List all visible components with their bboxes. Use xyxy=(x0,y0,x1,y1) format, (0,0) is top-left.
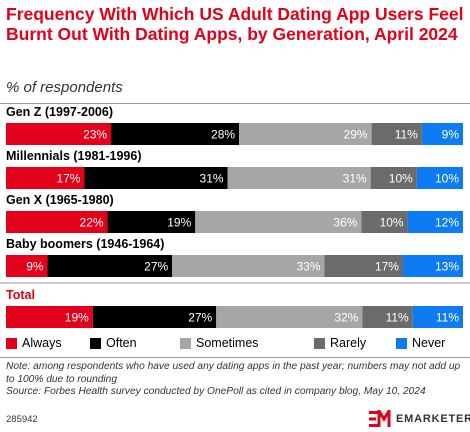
bar-sometimes-total xyxy=(216,306,363,328)
value-label-always-total: 19% xyxy=(65,311,89,325)
bar-rarely-total xyxy=(362,306,413,328)
value-label-never-baby-boomers-1946-1964: 13% xyxy=(435,260,459,274)
bar-often-baby-boomers-1946-1964 xyxy=(47,255,173,277)
category-label-gen-z-1997-2006: Gen Z (1997-2006) xyxy=(6,105,113,119)
value-label-always-baby-boomers-1946-1964: 9% xyxy=(26,260,44,274)
value-label-never-millennials-1981-1996: 10% xyxy=(435,172,459,186)
bar-always-total xyxy=(6,306,93,328)
chart-id: 285942 xyxy=(6,414,38,425)
bar-often-gen-z-1997-2006 xyxy=(111,123,240,145)
top-divider xyxy=(0,103,470,104)
bar-never-baby-boomers-1946-1964 xyxy=(402,255,463,277)
legend-label-always: Always xyxy=(22,336,62,350)
legend-item-often: Often xyxy=(90,336,137,350)
bar-never-total xyxy=(412,306,463,328)
legend-swatch-sometimes xyxy=(180,337,191,349)
legend-label-never: Never xyxy=(412,336,446,350)
bar-never-gen-z-1997-2006 xyxy=(421,123,463,145)
bar-always-gen-z-1997-2006 xyxy=(6,123,112,145)
bar-often-gen-x-1965-1980 xyxy=(107,211,196,233)
bar-never-gen-x-1965-1980 xyxy=(407,211,463,233)
category-label-gen-x-1965-1980: Gen X (1965-1980) xyxy=(6,193,114,207)
bar-sometimes-baby-boomers-1946-1964 xyxy=(172,255,325,277)
legend-swatch-always xyxy=(6,337,17,349)
bar-rarely-baby-boomers-1946-1964 xyxy=(324,255,403,277)
bar-often-total xyxy=(92,306,217,328)
value-label-often-total: 27% xyxy=(188,311,212,325)
value-label-sometimes-total: 32% xyxy=(334,311,358,325)
bar-always-baby-boomers-1946-1964 xyxy=(6,255,48,277)
bar-rarely-gen-x-1965-1980 xyxy=(361,211,408,233)
value-label-often-baby-boomers-1946-1964: 27% xyxy=(144,260,168,274)
bar-sometimes-gen-z-1997-2006 xyxy=(239,123,372,145)
bar-never-millennials-1981-1996 xyxy=(416,167,463,189)
stacked-bar-chart: Gen Z (1997-2006) 23% 28% 29% 11% 9% Millennia… xyxy=(0,105,470,328)
legend-swatch-often xyxy=(90,337,101,349)
bar-rarely-millennials-1981-1996 xyxy=(370,167,417,189)
category-label-baby-boomers-1946-1964: Baby boomers (1946-1964) xyxy=(6,237,164,251)
bar-often-millennials-1981-1996 xyxy=(84,167,228,189)
legend-swatch-rarely xyxy=(314,337,325,349)
bar-always-millennials-1981-1996 xyxy=(6,167,85,189)
legend-label-often: Often xyxy=(106,336,137,350)
legend-swatch-never xyxy=(396,337,407,349)
legend-item-always: Always xyxy=(6,336,62,350)
note-text: Note: among respondents who have used an… xyxy=(6,361,461,385)
source-text: Source: Forbes Health survey conducted b… xyxy=(6,386,426,397)
value-label-never-gen-x-1965-1980: 12% xyxy=(435,216,459,230)
value-label-always-gen-x-1965-1980: 22% xyxy=(80,216,104,230)
legend-item-never: Never xyxy=(396,336,445,350)
value-label-sometimes-gen-x-1965-1980: 36% xyxy=(333,216,357,230)
value-label-always-millennials-1981-1996: 17% xyxy=(56,172,80,186)
chart-title: Frequency With Which US Adult Dating App… xyxy=(6,4,464,44)
chart-notes: Note: among respondents who have used an… xyxy=(6,361,466,399)
value-label-often-gen-x-1965-1980: 19% xyxy=(167,216,191,230)
legend-item-rarely: Rarely xyxy=(314,336,366,350)
value-label-rarely-total: 11% xyxy=(386,311,409,325)
legend-item-sometimes: Sometimes xyxy=(180,336,259,350)
value-label-rarely-gen-x-1965-1980: 10% xyxy=(380,216,404,230)
category-label-total: Total xyxy=(6,288,35,302)
legend-label-rarely: Rarely xyxy=(330,336,367,350)
value-label-never-total: 11% xyxy=(436,311,459,325)
value-label-often-millennials-1981-1996: 31% xyxy=(200,172,224,186)
value-label-sometimes-gen-z-1997-2006: 29% xyxy=(344,128,368,142)
bar-always-gen-x-1965-1980 xyxy=(6,211,108,233)
value-label-rarely-millennials-1981-1996: 10% xyxy=(389,172,413,186)
chart-subtitle: % of respondents xyxy=(6,79,123,96)
chart-legend: Always Often Sometimes Rarely Never xyxy=(6,336,466,350)
bar-rarely-gen-z-1997-2006 xyxy=(371,123,422,145)
value-label-never-gen-z-1997-2006: 9% xyxy=(442,128,460,142)
bar-sometimes-millennials-1981-1996 xyxy=(227,167,371,189)
bottom-divider xyxy=(0,357,470,358)
value-label-sometimes-baby-boomers-1946-1964: 33% xyxy=(296,260,320,274)
brand: EMARKETER xyxy=(369,410,470,428)
bar-sometimes-gen-x-1965-1980 xyxy=(195,211,362,233)
legend-label-sometimes: Sometimes xyxy=(196,336,259,350)
value-label-rarely-gen-z-1997-2006: 11% xyxy=(395,128,418,142)
category-label-millennials-1981-1996: Millennials (1981-1996) xyxy=(6,149,141,163)
value-label-always-gen-z-1997-2006: 23% xyxy=(83,128,107,142)
emarketer-logo-icon xyxy=(369,410,391,427)
value-label-rarely-baby-boomers-1946-1964: 17% xyxy=(375,260,399,274)
brand-name: EMARKETER xyxy=(396,413,470,425)
value-label-often-gen-z-1997-2006: 28% xyxy=(211,128,235,142)
value-label-sometimes-millennials-1981-1996: 31% xyxy=(343,172,367,186)
